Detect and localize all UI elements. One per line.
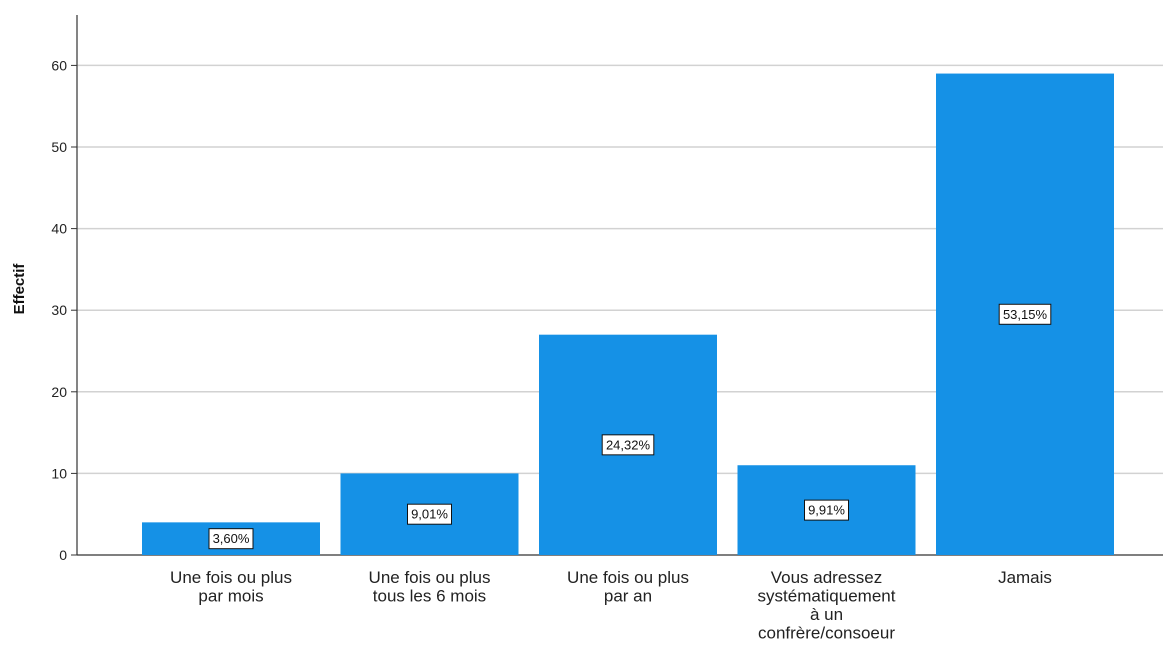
x-category-label: Une fois ou plus tous les 6 mois <box>369 568 491 606</box>
x-category-label: Une fois ou plus par an <box>567 568 689 606</box>
x-category-label-line: confrère/consoeur <box>758 624 895 643</box>
y-tick-label: 60 <box>51 57 67 73</box>
data-label: 24,32% <box>606 437 651 452</box>
x-category-label-line: Une fois ou plus <box>170 568 292 587</box>
data-label: 3,60% <box>213 531 250 546</box>
y-tick-label: 0 <box>59 547 67 563</box>
x-category-label: Une fois ou plus par mois <box>170 568 292 606</box>
x-category-label-line: par an <box>604 587 652 606</box>
x-category-label-line: systématiquement <box>758 587 896 606</box>
data-label-box <box>407 503 452 525</box>
y-tick-label: 10 <box>51 465 67 481</box>
y-tick-label: 20 <box>51 384 67 400</box>
data-label: 9,01% <box>411 507 448 522</box>
bars <box>142 73 1114 555</box>
x-category-label-line: Une fois ou plus <box>369 568 491 587</box>
x-category-label-line: par mois <box>198 587 263 606</box>
x-category-label-line: Jamais <box>998 568 1052 587</box>
x-category-label: Jamais <box>998 568 1052 587</box>
data-label-box <box>804 499 849 521</box>
data-label-box <box>208 528 254 550</box>
y-tick-label: 50 <box>51 139 67 155</box>
data-label-box <box>601 434 655 456</box>
x-category-label: Vous adressez systématiquement à un confrèr… <box>758 568 896 643</box>
y-axis-label: Effectif <box>11 263 28 315</box>
x-category-label-line: Vous adressez <box>771 568 883 587</box>
y-tick-label: 30 <box>51 302 67 318</box>
x-category-label-line: à un <box>810 605 843 624</box>
data-label-box <box>998 303 1052 325</box>
data-label: 9,91% <box>808 503 845 518</box>
y-tick-labels: 0 10 20 30 40 50 60 <box>51 57 67 563</box>
x-category-label-line: Une fois ou plus <box>567 568 689 587</box>
data-labels: 3,60% 9,01% 24,32% 9,91% 53,15% <box>208 303 1052 550</box>
y-tick-label: 40 <box>51 221 67 237</box>
data-label: 53,15% <box>1003 307 1048 322</box>
x-category-label-line: tous les 6 mois <box>373 587 486 606</box>
